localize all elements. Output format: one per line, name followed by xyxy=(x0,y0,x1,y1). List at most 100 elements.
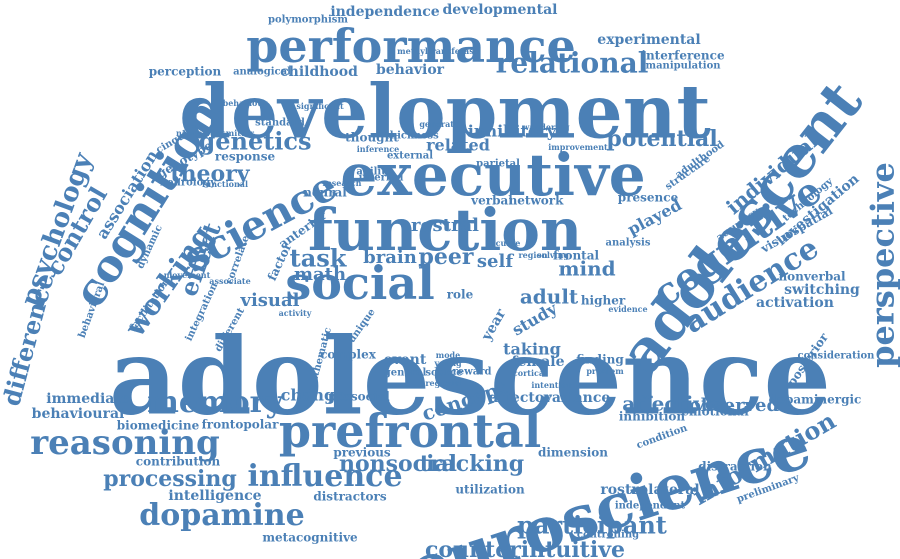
cloud-word-activation: activation xyxy=(756,295,834,311)
cloud-word-presence: presence xyxy=(618,191,679,205)
cloud-word-young: young xyxy=(433,358,462,368)
cloud-word-external: external xyxy=(387,151,433,162)
cloud-word-childhood: childhood xyxy=(280,64,358,80)
cloud-word-parietal: parietal xyxy=(476,159,520,170)
cloud-word-tracking: tracking xyxy=(420,451,524,477)
cloud-word-thickness: thickness xyxy=(385,131,439,142)
cloud-word-event: event xyxy=(384,352,427,368)
cloud-word-task: task xyxy=(290,244,348,273)
cloud-word-region: region xyxy=(518,250,547,260)
cloud-word-neural: neural xyxy=(303,186,347,200)
cloud-word-associate: associate xyxy=(209,276,250,286)
cloud-word-utilization: utilization xyxy=(455,483,525,497)
cloud-word-curve: curve xyxy=(496,238,521,248)
cloud-word-biomedicine: biomedicine xyxy=(117,419,200,433)
cloud-word-social: social xyxy=(285,256,434,310)
cloud-word-emotional: emotional xyxy=(681,405,749,419)
cloud-word-counterintuitive: counterintuitive xyxy=(425,537,625,559)
cloud-word-independence: independence xyxy=(330,4,439,20)
cloud-word-metacognitive: metacognitive xyxy=(262,531,358,545)
cloud-word-brain: brain xyxy=(363,247,417,268)
cloud-word-director: director xyxy=(488,390,552,406)
cloud-word-distraction: distraction xyxy=(698,460,772,474)
cloud-word-finding: finding xyxy=(576,353,624,367)
cloud-word-adolescence: adolescence xyxy=(109,314,831,439)
cloud-word-consideration: consideration xyxy=(798,351,876,362)
cloud-word-improvement: improvement xyxy=(548,142,608,152)
cloud-word-movement: movement xyxy=(164,270,211,280)
cloud-word-nonsocial: nonsocial xyxy=(339,451,457,477)
cloud-word-genetics: genetics xyxy=(198,127,311,156)
cloud-word-wandering: wandering xyxy=(521,122,570,132)
cloud-word-peer: peer xyxy=(419,244,474,270)
cloud-word-behavioural: behavioural xyxy=(32,406,125,422)
cloud-word-inhibitory: inhibitory xyxy=(468,122,557,141)
cloud-word-inference: inference xyxy=(357,144,399,154)
cloud-word-controlling: controlling xyxy=(577,530,639,541)
cloud-word-intelligence: intelligence xyxy=(168,488,261,504)
cloud-word-functional: functional xyxy=(202,179,248,189)
cloud-word-related: related xyxy=(426,136,490,155)
cloud-word-mode: mode xyxy=(436,350,460,360)
cloud-word-higher: higher xyxy=(581,294,626,308)
cloud-word-regional: regional xyxy=(425,378,462,388)
cloud-word-ability: ability xyxy=(356,167,392,178)
cloud-word-visual: visual xyxy=(239,290,299,311)
cloud-word-nonverbal: nonverbal xyxy=(778,270,846,284)
cloud-word-variance: variance xyxy=(543,390,611,406)
cloud-word-participant: participant xyxy=(517,511,667,540)
cloud-word-significant: significant xyxy=(296,101,344,111)
cloud-word-processing: processing xyxy=(103,466,237,492)
cloud-word-distractors: distractors xyxy=(313,490,387,504)
cloud-word-interference: interference xyxy=(641,49,725,63)
cloud-word-frontal: frontal xyxy=(553,249,600,263)
cloud-word-reward: reward xyxy=(453,367,492,378)
cloud-word-solving: solving xyxy=(537,250,569,260)
cloud-word-intention: intention xyxy=(531,380,573,390)
cloud-word-adult: adult xyxy=(520,285,579,309)
cloud-word-generated: generated xyxy=(419,119,465,129)
cloud-word-contribution: contribution xyxy=(136,455,221,469)
cloud-word-memory: memory xyxy=(147,385,284,420)
cloud-word-rostral: rostral xyxy=(411,215,479,236)
cloud-word-standard: standard xyxy=(255,118,305,129)
cloud-word-analogical: analogical xyxy=(233,67,291,78)
cloud-word-methyltransferase: methyltransferase xyxy=(397,46,479,56)
cloud-word-function: function xyxy=(308,196,582,264)
cloud-word-reasoning: reasoning xyxy=(30,423,220,463)
cloud-word-perception: perception xyxy=(149,65,222,79)
cloud-word-frontopolar: frontopolar xyxy=(202,418,279,432)
cloud-word-role: role xyxy=(447,288,474,302)
cloud-word-self: self xyxy=(477,251,514,272)
cloud-word-general: general xyxy=(384,368,427,379)
cloud-word-response: response xyxy=(215,150,276,164)
cloud-word-performance: performance xyxy=(246,19,576,73)
cloud-word-dimension: dimension xyxy=(538,446,608,460)
cloud-word-research: research xyxy=(323,178,362,188)
cloud-word-problem: problem xyxy=(586,366,624,376)
cloud-word-thought: thought xyxy=(345,131,399,145)
cloud-word-math: math xyxy=(294,264,346,285)
cloud-word-network: network xyxy=(509,194,565,208)
cloud-word-evidence: evidence xyxy=(608,304,647,314)
cloud-word-prosocial: prosocial xyxy=(328,390,390,404)
cloud-word-behavior: behavior xyxy=(376,62,445,78)
cloud-word-change: change xyxy=(281,386,346,405)
cloud-word-activity: activity xyxy=(279,308,312,318)
cloud-word-manipulation: manipulation xyxy=(645,61,721,72)
cloud-word-neurotransmitter: neurotransmitter xyxy=(176,128,255,138)
cloud-word-internal: internal xyxy=(359,173,404,184)
cloud-word-perspective: perspective xyxy=(864,162,900,368)
cloud-word-polymorphism: polymorphism xyxy=(268,15,348,26)
cloud-word-affective: affective xyxy=(622,392,717,416)
cloud-word-relational: relational xyxy=(496,47,649,80)
cloud-word-potential: potential xyxy=(606,126,717,152)
cloud-word-dopaminergic: dopaminergic xyxy=(769,393,862,407)
cloud-word-observed: observed xyxy=(689,395,780,416)
cloud-word-influence: influence xyxy=(247,459,402,494)
cloud-word-prefrontal: prefrontal xyxy=(279,404,541,458)
cloud-word-neurology: neurology xyxy=(160,178,217,189)
cloud-word-development: development xyxy=(179,70,710,156)
